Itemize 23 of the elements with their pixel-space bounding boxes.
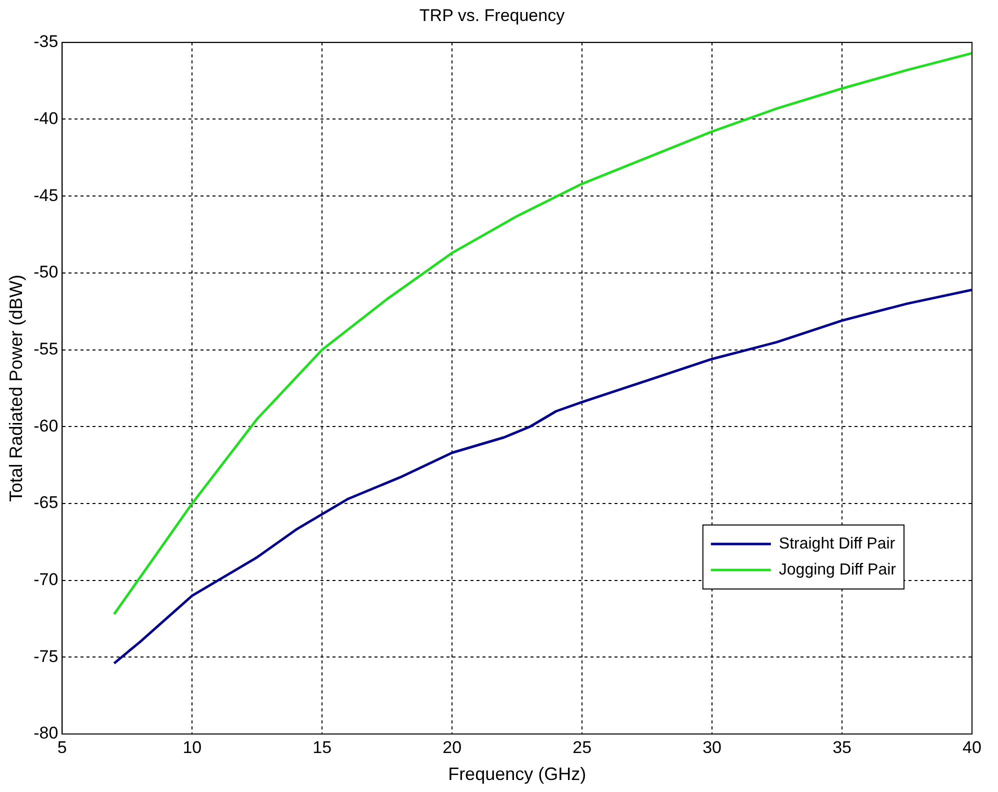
y-tick-label: -65 <box>34 493 58 512</box>
x-axis-title: Frequency (GHz) <box>448 764 586 784</box>
x-tick-label: 20 <box>442 738 462 757</box>
y-tick-label: -40 <box>34 108 58 128</box>
x-tick-label: 30 <box>702 738 722 757</box>
x-tick-label: 40 <box>962 738 982 757</box>
legend-label: Jogging Diff Pair <box>778 561 897 578</box>
y-tick-label: -45 <box>34 186 58 205</box>
legend-label: Straight Diff Pair <box>778 535 896 552</box>
y-tick-label: -80 <box>34 724 58 743</box>
y-tick-label: -35 <box>34 32 58 52</box>
y-tick-label: -75 <box>34 646 58 666</box>
x-tick-label: 10 <box>182 738 202 757</box>
x-tick-label: 15 <box>312 738 332 757</box>
y-tick-label: -50 <box>34 262 58 282</box>
x-tick-label: 35 <box>832 738 852 757</box>
y-tick-label: -60 <box>34 416 58 436</box>
x-tick-label: 25 <box>572 738 592 757</box>
x-tick-label: 5 <box>57 738 67 757</box>
y-axis-title: Total Radiated Power (dBW) <box>6 274 26 502</box>
chart-title: TRP vs. Frequency <box>419 6 566 25</box>
y-tick-label: -55 <box>34 339 58 358</box>
y-tick-label: -70 <box>34 570 58 589</box>
